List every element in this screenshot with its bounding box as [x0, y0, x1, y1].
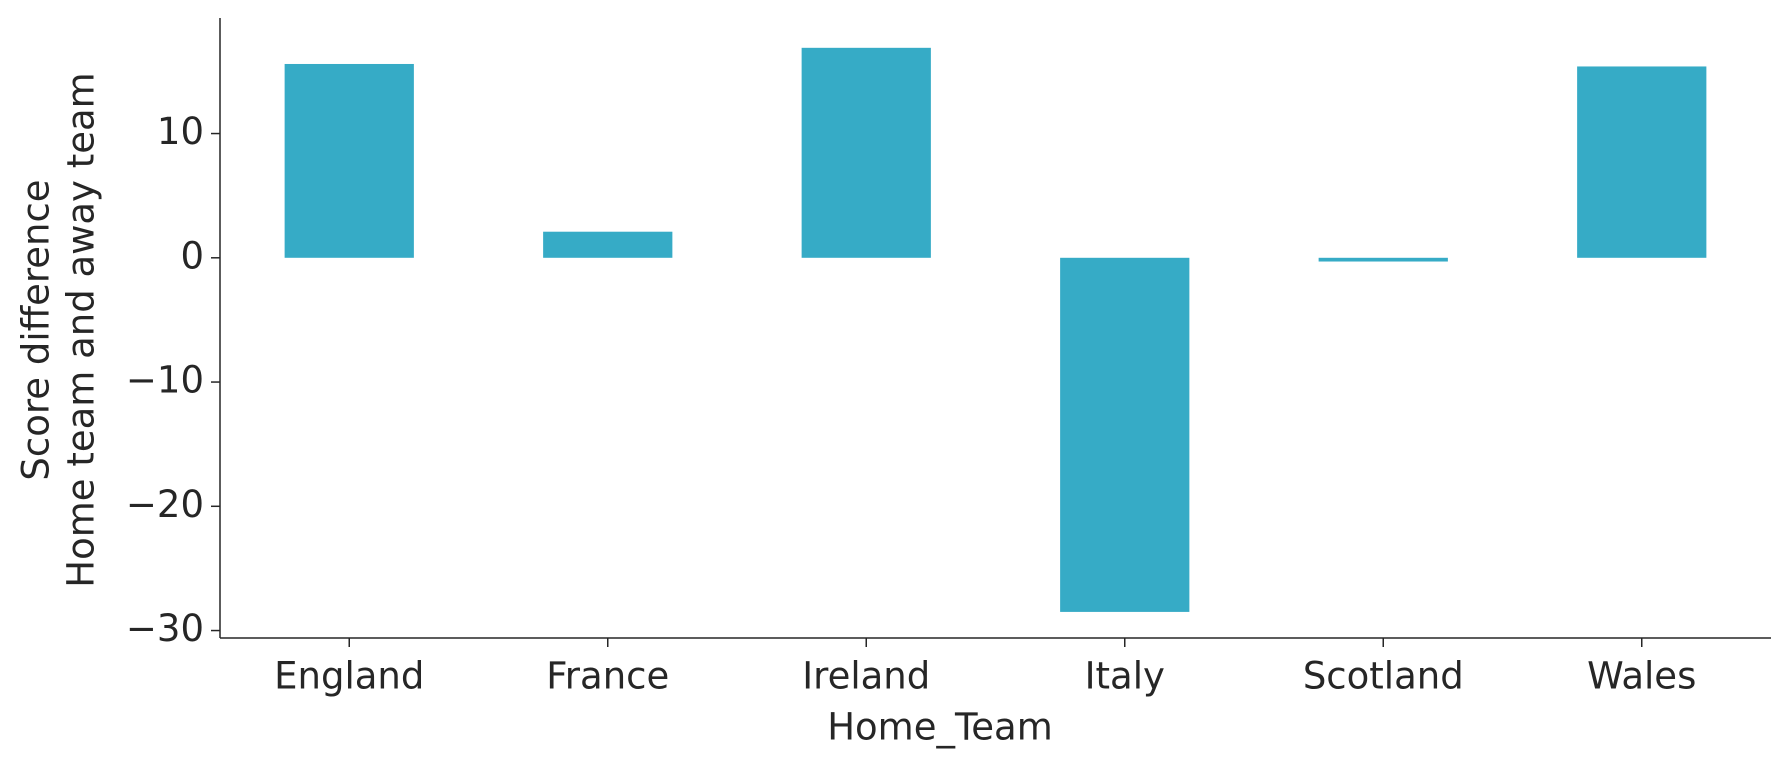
y-tick-label: 0 [180, 234, 204, 277]
x-tick-label: France [546, 655, 669, 698]
y-axis-label: Score difference [15, 179, 58, 480]
x-tick-label: Scotland [1303, 655, 1464, 698]
x-tick-label: Italy [1085, 655, 1165, 698]
bar [801, 47, 931, 258]
bar [284, 63, 414, 258]
bar [1318, 257, 1448, 262]
x-tick-label: Ireland [802, 655, 930, 698]
x-axis-label: Home_Team [827, 706, 1053, 749]
y-tick-label: −20 [126, 483, 204, 526]
y-axis-label: Home team and away team [60, 72, 103, 587]
bar [1060, 257, 1190, 612]
y-tick-label: 10 [157, 110, 204, 153]
x-tick-label: England [274, 655, 424, 698]
y-tick-label: −10 [126, 359, 204, 402]
x-tick-label: Wales [1587, 655, 1696, 698]
y-tick-label: −30 [126, 607, 204, 650]
bar [1577, 66, 1707, 258]
bar [543, 231, 673, 258]
